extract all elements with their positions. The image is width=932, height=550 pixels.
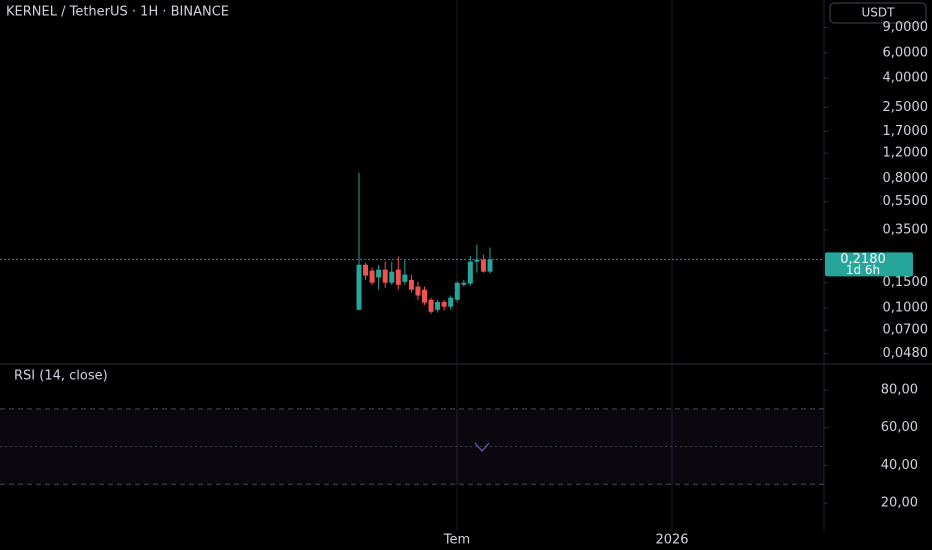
y-tick-label: 20,00 xyxy=(881,496,918,511)
y-tick-label: 1,2000 xyxy=(883,146,929,161)
candle-body xyxy=(369,270,375,283)
candle-body xyxy=(428,299,434,312)
candle-body xyxy=(408,279,414,290)
y-tick-label: 2,5000 xyxy=(883,100,929,115)
currency-button[interactable] xyxy=(829,2,927,24)
y-tick-label: 9,0000 xyxy=(883,20,929,35)
candle-body xyxy=(395,269,401,285)
candle-body xyxy=(363,264,369,276)
y-tick-label: 1,7000 xyxy=(883,124,929,139)
y-tick-label: 0,5500 xyxy=(883,194,929,209)
y-tick-label: 0,8000 xyxy=(883,171,929,186)
candle-body xyxy=(441,302,447,307)
x-tick-label: Tem xyxy=(443,533,470,548)
candle-body xyxy=(389,271,395,283)
candle-body xyxy=(382,269,388,283)
candle-body xyxy=(474,259,480,262)
y-tick-label: 0,0700 xyxy=(883,323,929,338)
candle-body xyxy=(461,282,467,285)
y-tick-label: 6,0000 xyxy=(883,45,929,60)
currency-label[interactable]: USDT xyxy=(862,6,896,20)
candle-body xyxy=(448,297,454,307)
candle-body xyxy=(356,264,362,310)
y-tick-label: 0,0480 xyxy=(883,346,929,361)
y-tick-label: 40,00 xyxy=(881,458,918,473)
price-label: 0,2180 xyxy=(840,252,886,267)
y-tick-label: 0,1500 xyxy=(883,275,929,290)
x-tick-label: 2026 xyxy=(655,533,688,548)
rsi-marker xyxy=(474,442,490,452)
countdown-label: 1d 6h xyxy=(846,263,880,277)
candle-body xyxy=(435,302,441,310)
candle-body xyxy=(415,286,421,296)
chart-title: KERNEL / TetherUS · 1H · BINANCE xyxy=(6,5,229,20)
y-tick-label: 4,0000 xyxy=(883,71,929,86)
candle-body xyxy=(376,269,382,278)
y-tick-label: 80,00 xyxy=(881,383,918,398)
price-label-box xyxy=(825,252,913,277)
candle-body xyxy=(422,289,427,303)
y-tick-label: 0,1000 xyxy=(883,300,929,315)
rsi-title: RSI (14, close) xyxy=(14,369,108,384)
candle-body xyxy=(480,259,486,272)
y-tick-label: 0,3500 xyxy=(883,222,929,237)
candle-body xyxy=(487,259,493,272)
candle-body xyxy=(454,282,460,300)
grid xyxy=(456,0,673,530)
y-tick-label: 60,00 xyxy=(881,420,918,435)
candle-body xyxy=(467,261,473,284)
candle-body xyxy=(402,274,408,282)
